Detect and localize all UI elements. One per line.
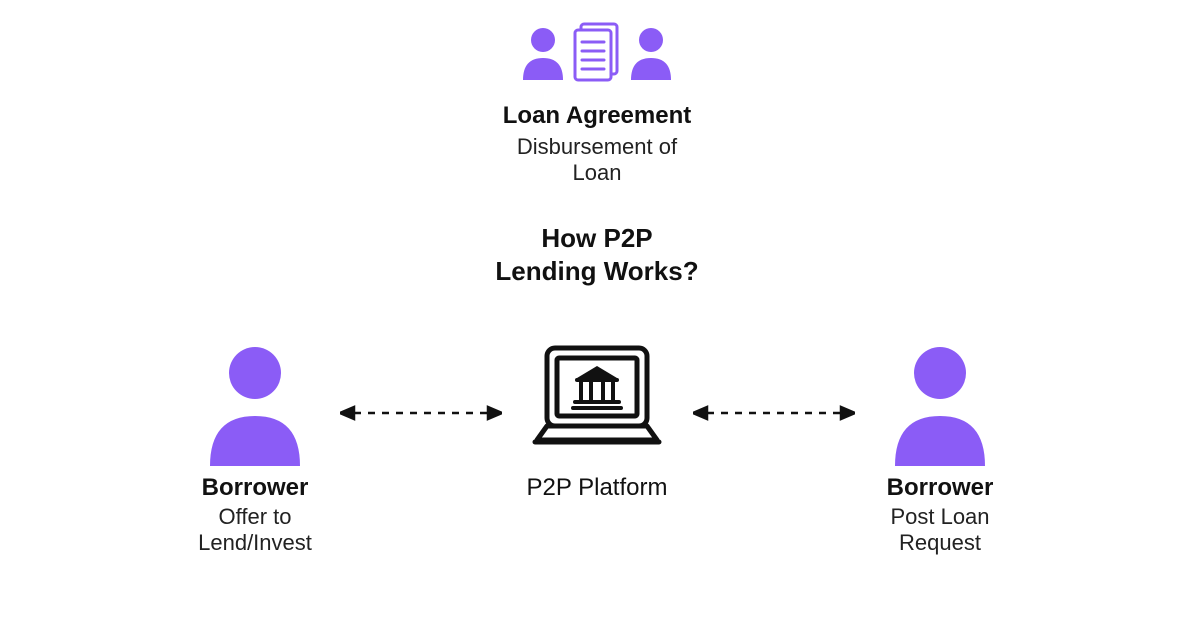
borrower-left-title: Borrower: [135, 474, 375, 502]
borrower-right-title: Borrower: [820, 474, 1060, 502]
person-icon: [190, 338, 320, 466]
arrow-center-right: [693, 404, 855, 422]
borrower-right-sub1: Post Loan: [820, 504, 1060, 530]
node-borrower-right: Borrower Post Loan Request: [820, 338, 1060, 556]
platform-title: P2P Platform: [477, 474, 717, 502]
borrower-left-sub2: Lend/Invest: [135, 530, 375, 556]
loan-agreement-sub1: Disbursement of: [447, 134, 747, 160]
main-title-line2: Lending Works?: [495, 256, 698, 286]
main-title-line1: How P2P: [541, 223, 652, 253]
node-p2p-platform: P2P Platform: [477, 338, 717, 502]
borrower-left-sub1: Offer to: [135, 504, 375, 530]
node-loan-agreement: Loan Agreement Disbursement of Loan: [447, 18, 747, 186]
loan-agreement-title: Loan Agreement: [447, 102, 747, 130]
arrow-left-center: [340, 404, 502, 422]
loan-agreement-sub2: Loan: [447, 160, 747, 186]
person-icon: [875, 338, 1005, 466]
laptop-bank-icon: [517, 338, 677, 466]
loan-agreement-icon: [497, 18, 697, 96]
main-title: How P2P Lending Works?: [447, 222, 747, 287]
borrower-right-sub2: Request: [820, 530, 1060, 556]
node-borrower-left: Borrower Offer to Lend/Invest: [135, 338, 375, 556]
